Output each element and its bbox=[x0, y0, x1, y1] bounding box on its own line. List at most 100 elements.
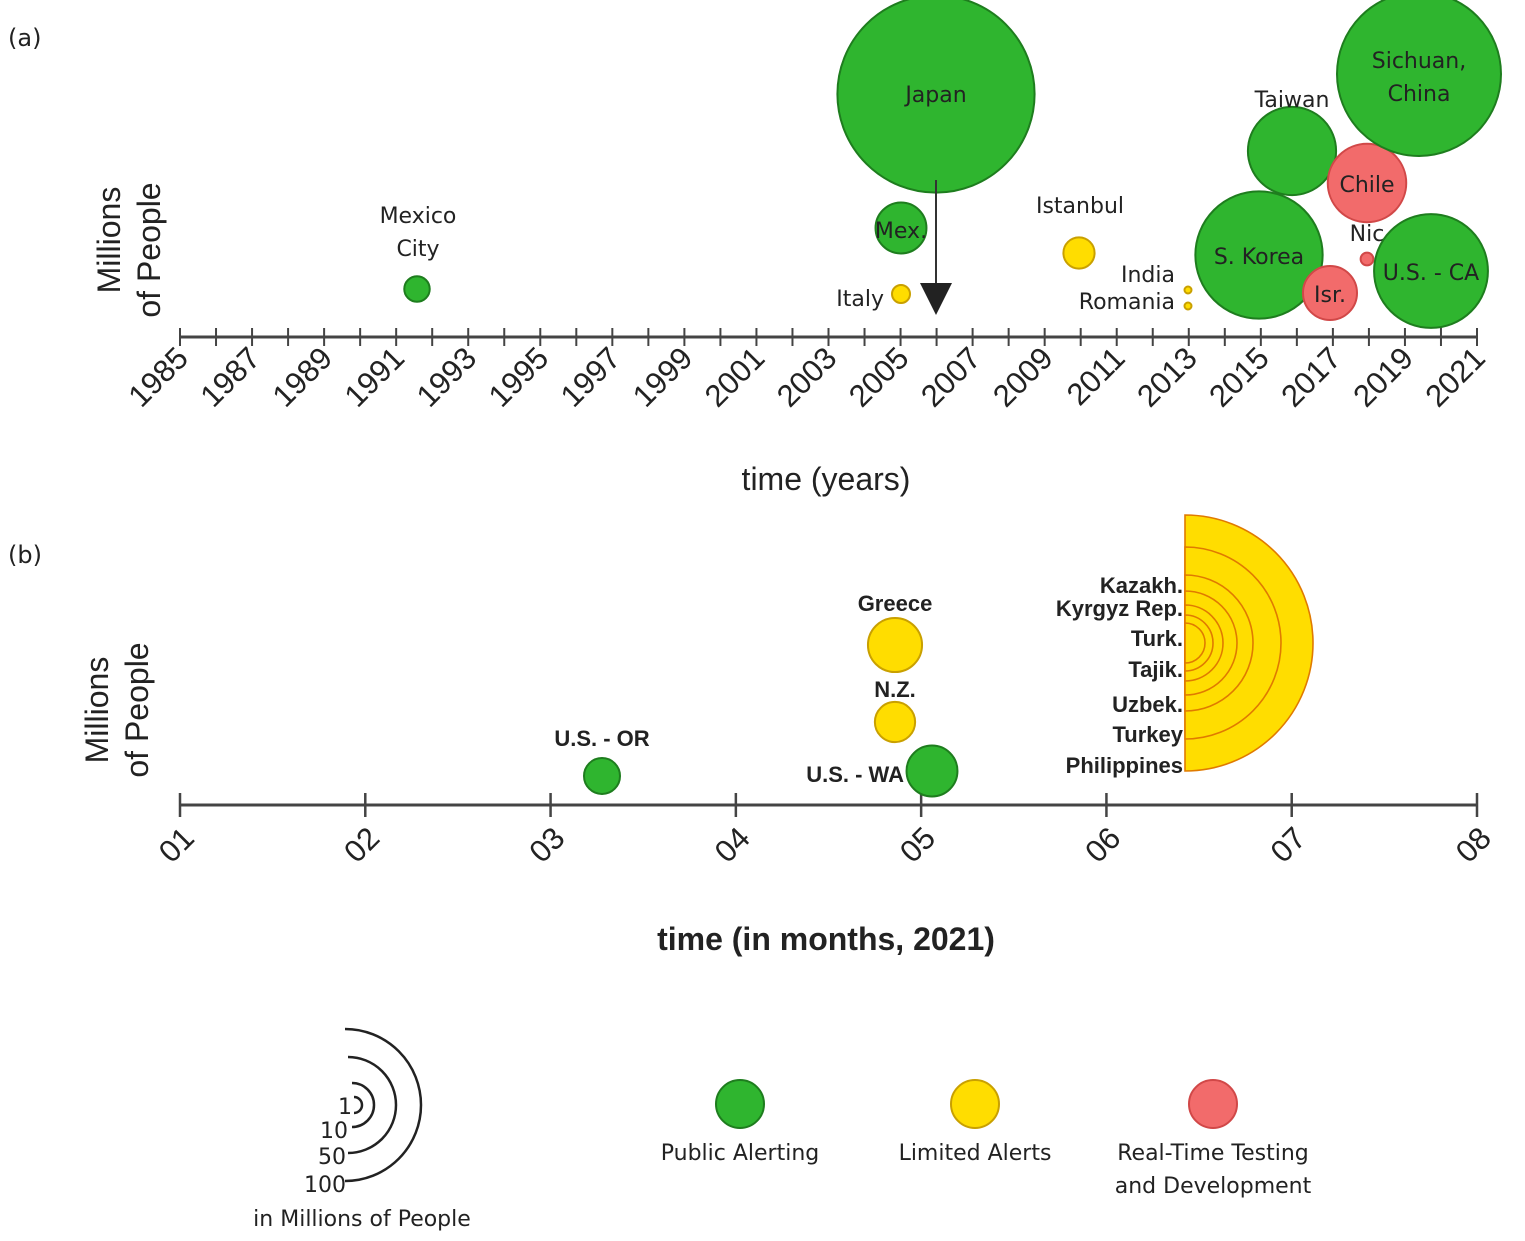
bubble-mex-label: Mex. bbox=[875, 219, 927, 244]
legend-label-testing: and Development bbox=[1115, 1174, 1312, 1199]
legend-swatch-public bbox=[715, 1079, 765, 1129]
panel-a-ylabel-line1: Millions bbox=[91, 187, 127, 294]
bubble-greece-label: Greece bbox=[858, 591, 933, 616]
legend: 1 10 50 100 in Millions of People Public… bbox=[253, 1027, 1312, 1232]
japan-arrow bbox=[920, 180, 952, 315]
legend-item-testing: Real-Time Testing and Development bbox=[1115, 1079, 1312, 1199]
tick-label-2015: 2015 bbox=[1202, 340, 1276, 414]
panel-a-bubbles: Mexico City Mex. Italy Japan Istanbul IndiaRom… bbox=[380, 0, 1502, 329]
tick-label-1995: 1995 bbox=[482, 340, 556, 414]
tick-label-2003: 2003 bbox=[770, 340, 844, 414]
bubble-japan-label: Japan bbox=[903, 83, 966, 108]
bubble-nic-label: Nic bbox=[1350, 222, 1385, 247]
group-label-tajik: Tajik. bbox=[1128, 657, 1183, 682]
panel-b-ylabel-line1: Millions bbox=[79, 657, 115, 764]
panel-b-xlabel: time (in months, 2021) bbox=[657, 921, 995, 957]
size-legend: 1 10 50 100 in Millions of People bbox=[253, 1027, 471, 1232]
group-label-kyrgyz-rep: Kyrgyz Rep. bbox=[1056, 596, 1183, 621]
bubble-s-korea: S. Korea bbox=[1194, 190, 1324, 320]
category-legend: Public Alerting Limited Alerts Real-Time T… bbox=[661, 1079, 1312, 1199]
bubble-u-s-wa: U.S. - WA bbox=[806, 744, 959, 798]
bubble-u-s-ca-label: U.S. - CA bbox=[1383, 261, 1479, 286]
bubble-mexico-city-label: City bbox=[396, 237, 439, 262]
panel-a: (a) Millions of People 19851987198919911… bbox=[8, 0, 1502, 497]
bubble-u-s-wa-label: U.S. - WA bbox=[806, 762, 904, 787]
bubble-chile-mark bbox=[1326, 142, 1408, 224]
legend-label-limited: Limited Alerts bbox=[899, 1141, 1052, 1166]
bubble-taiwan-label: Taiwan bbox=[1254, 88, 1330, 113]
tick-label-2011: 2011 bbox=[1060, 340, 1132, 412]
bubble-italy-label: Italy bbox=[836, 287, 884, 312]
tick-label-04: 04 bbox=[708, 820, 757, 869]
size-arc-50 bbox=[347, 1055, 398, 1155]
tick-label-07: 07 bbox=[1264, 820, 1313, 869]
bubble-chile-label: Chile bbox=[1339, 173, 1394, 198]
tick-label-1991: 1991 bbox=[338, 340, 412, 414]
bubble-romania-mark bbox=[1183, 301, 1193, 311]
bubble-u-s-or-label: U.S. - OR bbox=[554, 726, 649, 751]
tick-label-02: 02 bbox=[337, 820, 386, 869]
panel-a-ylabel-line2: of People bbox=[131, 182, 167, 317]
bubble-taiwan-mark bbox=[1246, 105, 1338, 197]
tick-label-1985: 1985 bbox=[121, 340, 195, 414]
panel-b: (b) Millions of People 01 02 03 04 05 06 07 08 … bbox=[8, 514, 1498, 957]
size-arc-10 bbox=[351, 1081, 376, 1129]
bubble-mexico-city: Mexico City bbox=[380, 204, 456, 303]
bubble-india-label: India bbox=[1121, 263, 1175, 288]
group-label-kazakh: Kazakh. bbox=[1100, 573, 1183, 598]
bubble-italy: Italy bbox=[836, 284, 911, 312]
bubble-s-korea-label: S. Korea bbox=[1214, 245, 1304, 270]
size-value-100: 100 bbox=[304, 1173, 346, 1198]
bubble-chile: Chile bbox=[1326, 142, 1408, 224]
tick-label-2001: 2001 bbox=[698, 340, 772, 414]
bubble-italy-mark bbox=[891, 284, 911, 304]
group-label-turk: Turk. bbox=[1131, 626, 1183, 651]
bubble-india: India bbox=[1121, 263, 1193, 295]
tick-label-2009: 2009 bbox=[986, 340, 1060, 414]
size-value-10: 10 bbox=[320, 1119, 348, 1144]
tick-label-06: 06 bbox=[1078, 820, 1127, 869]
bubble-isr: Isr. bbox=[1302, 265, 1358, 321]
size-value-50: 50 bbox=[318, 1145, 346, 1170]
panel-a-ticks: 1985198719891991199319951997199920012003… bbox=[121, 328, 1492, 414]
bubble-greece-mark bbox=[866, 616, 924, 674]
tick-label-2021: 2021 bbox=[1418, 340, 1492, 414]
tick-label-2005: 2005 bbox=[842, 340, 916, 414]
group-label-uzbek: Uzbek. bbox=[1112, 692, 1183, 717]
japan-arrow-head bbox=[920, 283, 952, 315]
tick-label-2013: 2013 bbox=[1130, 340, 1204, 414]
legend-swatch-testing bbox=[1188, 1079, 1238, 1129]
bubble-u-s-ca: U.S. - CA bbox=[1373, 213, 1489, 329]
size-arc-1 bbox=[353, 1095, 364, 1115]
bubble-s-korea-mark bbox=[1194, 190, 1324, 320]
bubble-mex: Mex. bbox=[874, 201, 928, 255]
bubble-mexico-city-mark bbox=[403, 275, 431, 303]
bubble-japan: Japan bbox=[836, 0, 1036, 194]
bubble-nic: Nic bbox=[1350, 222, 1385, 267]
bubble-romania: Romania bbox=[1079, 290, 1193, 315]
central-asia-group: Kazakh.Kyrgyz Rep. Turk. Tajik. Uzbek. Turke… bbox=[1056, 514, 1314, 778]
tick-label-1993: 1993 bbox=[410, 340, 484, 414]
panel-b-label: (b) bbox=[8, 541, 42, 569]
tick-label-08: 08 bbox=[1449, 820, 1498, 869]
tick-label-2007: 2007 bbox=[914, 340, 988, 414]
bubble-isr-label: Isr. bbox=[1314, 283, 1346, 308]
bubble-india-mark bbox=[1183, 285, 1193, 295]
legend-swatch-limited bbox=[950, 1079, 1000, 1129]
panel-b-ylabel-line2: of People bbox=[119, 642, 155, 777]
group-label-turkey: Turkey bbox=[1112, 722, 1183, 747]
tick-label-01: 01 bbox=[152, 820, 201, 869]
legend-item-limited: Limited Alerts bbox=[899, 1079, 1052, 1166]
size-arc-100 bbox=[344, 1027, 423, 1183]
bubble-n-z: N.Z. bbox=[873, 677, 917, 744]
bubble-greece: Greece bbox=[858, 591, 933, 674]
bubble-sichuan-china-label: Sichuan, bbox=[1372, 49, 1466, 74]
tick-label-1989: 1989 bbox=[266, 340, 340, 414]
bubble-u-s-or-mark bbox=[583, 757, 621, 795]
tick-label-1987: 1987 bbox=[193, 340, 267, 414]
group-label-philippines: Philippines bbox=[1066, 753, 1183, 778]
size-value-1: 1 bbox=[338, 1095, 352, 1120]
group-arc-kyrgyz-rep bbox=[1184, 622, 1206, 664]
bubble-taiwan: Taiwan bbox=[1246, 88, 1338, 197]
